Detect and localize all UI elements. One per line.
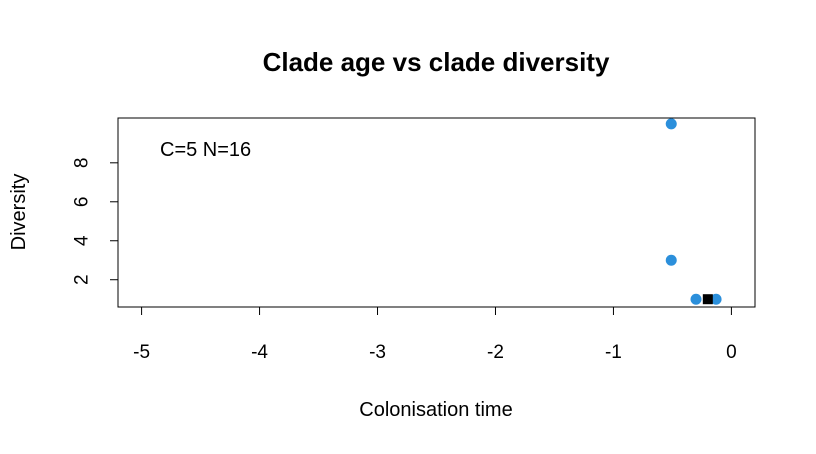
chart-title: Clade age vs clade diversity	[263, 47, 610, 77]
y-tick-label: 8	[72, 158, 93, 169]
x-axis: -5 -4 -3 -2 -1 0	[133, 306, 737, 363]
x-tick-label: -3	[369, 342, 386, 363]
data-point	[710, 293, 722, 305]
y-tick-label: 2	[72, 274, 93, 285]
data-point-square	[702, 294, 713, 305]
count-annotation: C=5 N=16	[160, 139, 251, 161]
data-points	[665, 118, 722, 305]
x-axis-label: Colonisation time	[359, 399, 512, 421]
y-tick-label: 6	[72, 196, 93, 207]
data-point	[665, 118, 677, 130]
x-tick-label: 0	[726, 342, 737, 363]
y-tick-label: 4	[72, 235, 93, 246]
x-tick-label: -5	[133, 342, 150, 363]
x-tick-label: -1	[605, 342, 622, 363]
x-tick-label: -4	[251, 342, 268, 363]
y-axis-label: Diversity	[8, 174, 30, 251]
x-tick-label: -2	[487, 342, 504, 363]
data-point	[665, 254, 677, 266]
y-axis: 2 4 6 8	[72, 158, 119, 285]
data-point	[690, 293, 702, 305]
